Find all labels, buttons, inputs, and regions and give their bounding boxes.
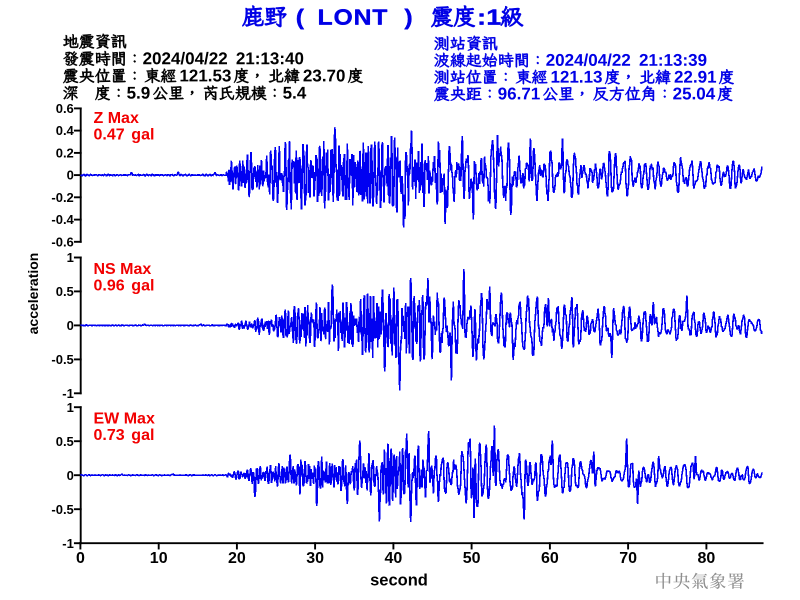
svg-text:0.73: 0.73 xyxy=(94,427,125,444)
svg-text:acceleration: acceleration xyxy=(25,253,41,335)
svg-text:gal: gal xyxy=(131,126,154,143)
svg-text:-0.4: -0.4 xyxy=(51,212,74,227)
svg-text:40: 40 xyxy=(385,550,403,567)
svg-text:0: 0 xyxy=(67,168,74,183)
svg-text:80: 80 xyxy=(698,550,716,567)
svg-text:Z Max: Z Max xyxy=(94,110,139,127)
svg-text:-1: -1 xyxy=(62,536,74,551)
svg-text:0.47: 0.47 xyxy=(94,126,125,143)
svg-text:-0.5: -0.5 xyxy=(51,502,73,517)
svg-text:20: 20 xyxy=(228,550,246,567)
svg-text:0.96: 0.96 xyxy=(94,277,125,294)
svg-text:-1: -1 xyxy=(62,386,74,401)
svg-text:1: 1 xyxy=(67,250,74,265)
svg-text:50: 50 xyxy=(463,550,481,567)
svg-text:10: 10 xyxy=(150,550,168,567)
svg-text:30: 30 xyxy=(306,550,324,567)
svg-text:0: 0 xyxy=(76,550,85,567)
svg-text:-0.2: -0.2 xyxy=(51,190,73,205)
svg-text:0.2: 0.2 xyxy=(56,145,74,160)
svg-text:1: 1 xyxy=(67,400,74,415)
svg-text:60: 60 xyxy=(541,550,559,567)
svg-text:EW Max: EW Max xyxy=(94,410,155,427)
svg-text:0.5: 0.5 xyxy=(56,434,74,449)
svg-text:0.4: 0.4 xyxy=(56,123,75,138)
svg-text:gal: gal xyxy=(131,427,154,444)
svg-text:gal: gal xyxy=(131,277,154,294)
svg-text:0.6: 0.6 xyxy=(56,101,74,116)
svg-text:0.5: 0.5 xyxy=(56,284,74,299)
svg-text:0: 0 xyxy=(67,318,74,333)
svg-text:-0.5: -0.5 xyxy=(51,352,73,367)
svg-text:-0.6: -0.6 xyxy=(51,234,73,249)
svg-text:0: 0 xyxy=(67,468,74,483)
svg-text:70: 70 xyxy=(619,550,637,567)
svg-text:NS Max: NS Max xyxy=(94,261,152,278)
svg-text:second: second xyxy=(370,572,428,590)
